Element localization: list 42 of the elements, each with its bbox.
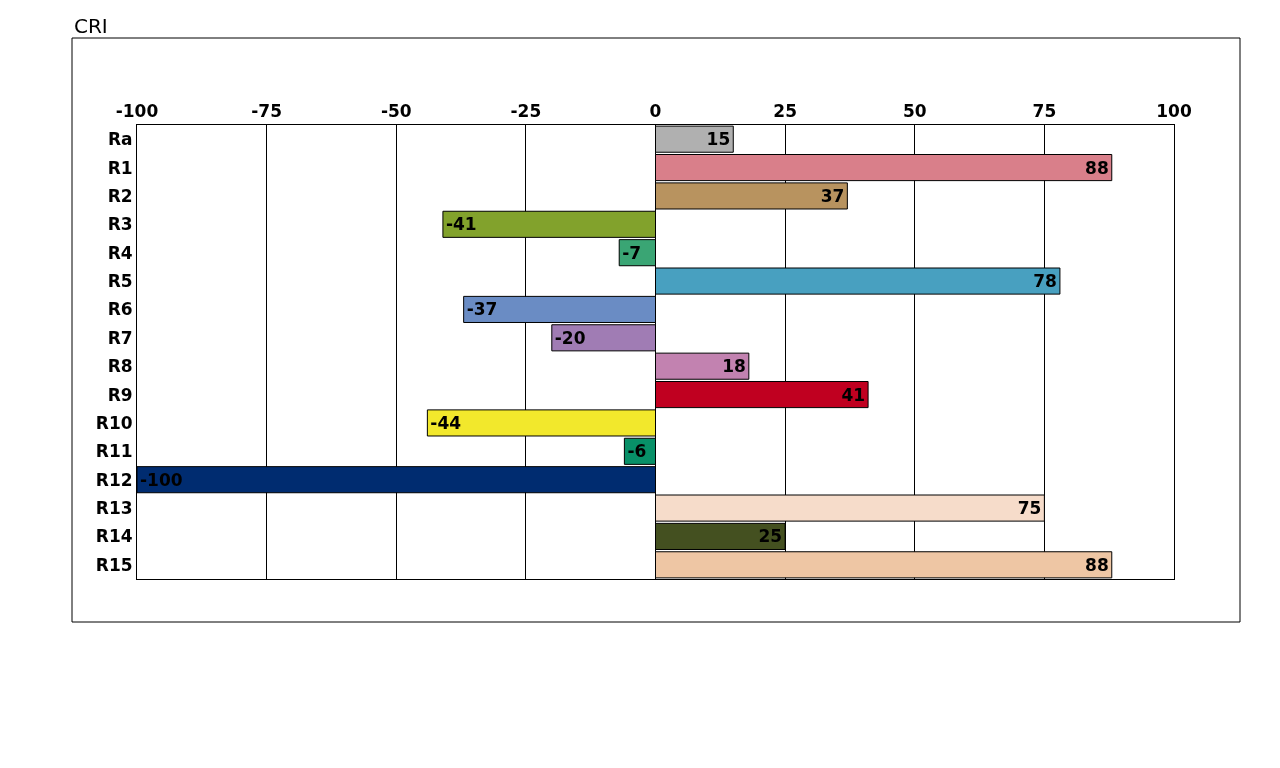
data-label: 88	[1085, 554, 1109, 575]
data-label: 75	[1017, 498, 1042, 519]
data-label: 88	[1085, 157, 1109, 178]
y-tick-label: R2	[107, 185, 133, 206]
y-tick-label: R8	[107, 356, 133, 377]
x-tick-label: -75	[251, 101, 282, 122]
y-tick-label: R11	[95, 441, 133, 462]
data-label: -44	[430, 412, 462, 433]
x-tick-label: -25	[510, 101, 542, 122]
x-tick-label: 100	[1156, 101, 1192, 122]
data-label: -20	[554, 327, 586, 348]
y-tick-label: R12	[95, 469, 133, 490]
chart-title: CRI	[74, 14, 108, 38]
y-tick-label: R4	[107, 242, 133, 263]
x-tick-label: 75	[1032, 101, 1057, 122]
x-tick-label: 25	[773, 101, 797, 122]
y-tick-label: R13	[95, 498, 133, 519]
data-label: -6	[627, 441, 647, 462]
x-tick-label: -50	[380, 101, 412, 122]
y-tick-label: R1	[107, 157, 133, 178]
data-label: 78	[1033, 271, 1057, 292]
data-label: 41	[841, 384, 866, 405]
data-label: -41	[445, 214, 477, 235]
data-label: 25	[758, 526, 783, 547]
data-label: -7	[622, 242, 642, 263]
data-label: -37	[466, 299, 498, 320]
y-tick-label: R9	[107, 384, 133, 405]
x-tick-label: 0	[649, 101, 662, 122]
data-label: 37	[820, 185, 845, 206]
y-tick-label: R5	[107, 271, 133, 292]
y-tick-label: R7	[107, 327, 133, 348]
y-tick-label: R6	[107, 299, 133, 320]
y-tick-label: R3	[107, 214, 133, 235]
data-label: 15	[706, 129, 731, 150]
y-tick-label: R10	[95, 412, 133, 433]
x-tick-label: 50	[902, 101, 927, 122]
y-tick-label: R15	[95, 554, 133, 575]
x-tick-label: -100	[115, 101, 159, 122]
y-tick-label: Ra	[108, 129, 133, 150]
data-label: -100	[140, 469, 183, 490]
y-tick-label: R14	[95, 526, 133, 547]
data-label: 18	[722, 356, 746, 377]
